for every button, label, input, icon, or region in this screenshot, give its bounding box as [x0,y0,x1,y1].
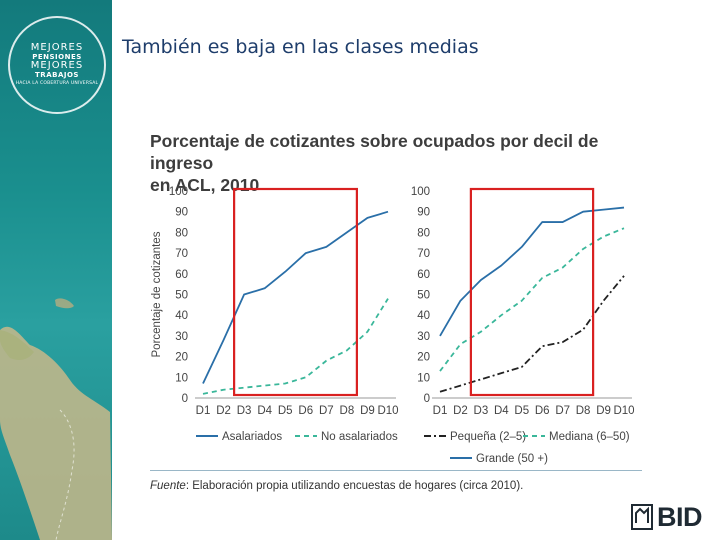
left-decorative-band: MEJORES PENSIONES MEJORES TRABAJOS HACIA… [0,0,112,540]
source-text: : Elaboración propia utilizando encuesta… [185,480,524,492]
logo-line-5: HACIA LA COBERTURA UNIVERSAL [15,80,99,86]
chart-header-line-1: Porcentaje de cotizantes sobre ocupados … [150,131,599,173]
chart2-ytick-label: 0 [424,393,430,405]
chart1-series-2-line [202,298,389,395]
legend-pequena-label: Pequeña (2–5) [450,431,526,443]
chart2-ytick-label: 60 [417,269,430,281]
chart2-ytick-label: 70 [417,248,430,260]
chart1-ytick-label: 50 [175,290,188,302]
source-label: Fuente [150,480,186,492]
chart1-ytick-label: 80 [175,227,188,239]
chart1-ytick-label: 60 [175,269,188,281]
chart2-xtick-label: D1 [433,405,448,417]
chart2-ytick-label: 10 [417,372,430,384]
chart1-ytick-label: 0 [182,393,188,405]
chart2-xtick-label: D10 [613,405,634,417]
chart1-ytick-label: 30 [175,331,188,343]
mejores-pensiones-logo: MEJORES PENSIONES MEJORES TRABAJOS HACIA… [8,16,106,114]
chart1-xtick-label: D4 [257,405,272,417]
chart1-ytick-label: 70 [175,248,188,260]
chart2-ytick-label: 30 [417,331,430,343]
chart1-xtick-label: D9 [360,405,375,417]
chart1-ytick-label: 40 [175,310,188,322]
legend-no-asalariados-label: No asalariados [321,431,398,443]
chart1-highlight-box [233,187,358,397]
logo-line-4: TRABAJOS [35,70,79,79]
logo-line-2: PENSIONES [32,52,82,61]
bid-logo: BID [631,501,703,532]
chart1-xtick-label: D2 [216,405,231,417]
chart2-ytick-label: 80 [417,227,430,239]
chart2-xtick-label: D6 [535,405,550,417]
chart2-xtick-label: D9 [596,405,611,417]
chart2-ytick-label: 90 [417,207,430,219]
chart1-xtick-label: D5 [278,405,293,417]
chart1-ytick-label: 20 [175,352,188,364]
chart2-xtick-label: D7 [555,405,570,417]
chart1-xtick-label: D10 [377,405,398,417]
chart2-xtick-label: D5 [514,405,529,417]
slide-title: También es baja en las clases medias [122,36,479,58]
chart2-xtick-label: D3 [474,405,489,417]
chart-header-line-2: en ACL, 2010 [150,175,260,195]
legend-grande-label: Grande (50 +) [476,453,548,465]
americas-map-illustration [0,298,112,540]
chart2-ytick-label: 100 [411,186,430,198]
bid-emblem-icon [631,504,653,530]
chart1-xtick-label: D8 [340,405,355,417]
chart2-ytick-label: 20 [417,352,430,364]
legend-mediana-label: Mediana (6–50) [549,431,630,443]
chart1-series-1-line [202,210,389,384]
chart2-ytick-label: 50 [417,290,430,302]
source-divider [150,470,642,471]
bid-wordmark: BID [657,501,703,532]
chart1-xtick-label: D3 [237,405,252,417]
chart1-ytick-label: 100 [169,186,188,198]
chart1-ytick-label: 10 [175,372,188,384]
chart2-xtick-label: D4 [494,405,509,417]
chart-header: Porcentaje de cotizantes sobre ocupados … [150,130,650,196]
chart1-xtick-label: D1 [196,405,211,417]
chart1-ytick-label: 90 [175,207,188,219]
chart2-series-2-line [439,227,625,372]
source-note: Fuente: Elaboración propia utilizando en… [150,480,523,492]
chart2-highlight-box [469,187,595,397]
chart2-xtick-label: D8 [576,405,591,417]
chart2-series-3-line [439,206,625,337]
chart1-xtick-label: D6 [298,405,313,417]
chart2-ytick-label: 40 [417,310,430,322]
logo-line-1: MEJORES [30,42,84,54]
chart1-y-axis-label: Porcentaje de cotizantes [151,231,163,357]
logo-line-3: MEJORES [30,60,84,72]
chart2-xtick-label: D2 [453,405,468,417]
chart1-xtick-label: D7 [319,405,334,417]
legend-asalariados-label: Asalariados [222,431,282,443]
